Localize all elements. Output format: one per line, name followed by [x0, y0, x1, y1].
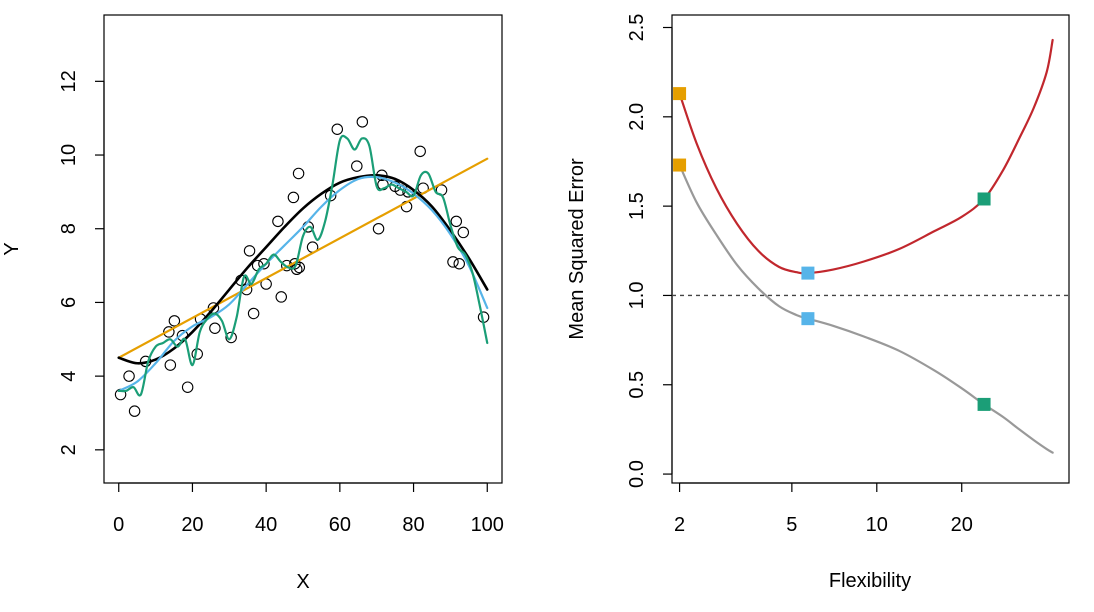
data-point — [123, 370, 135, 382]
linear-test-marker — [673, 87, 687, 101]
left-x-axis-label: X — [296, 571, 309, 593]
data-point — [164, 359, 177, 371]
test-mse-line — [678, 38, 1054, 275]
left-y-tick-label: 6 — [58, 297, 80, 308]
moderate-test-marker — [801, 266, 815, 280]
left-plot-frame — [103, 14, 503, 484]
right-y-tick-label: 2.0 — [626, 103, 648, 131]
data-point — [181, 381, 194, 393]
right-plot-frame — [671, 14, 1070, 484]
left-x-tick-label: 40 — [255, 514, 277, 536]
right-x-tick-label: 5 — [786, 514, 797, 536]
left-y-tick-label: 10 — [58, 144, 80, 166]
data-point — [292, 167, 305, 180]
left-axis-ticks: 0 20 40 60 80 100 2 4 6 8 10 12 — [58, 70, 504, 536]
data-point — [450, 215, 463, 228]
linear-fit-line — [117, 157, 489, 359]
left-y-tick-label: 12 — [58, 70, 80, 92]
left-panel-scatter: 0 20 40 60 80 100 2 4 6 8 10 12 X Y — [1, 14, 504, 593]
right-x-tick-label: 2 — [674, 514, 685, 536]
right-y-tick-label: 1.0 — [626, 282, 648, 310]
data-point — [281, 259, 293, 272]
left-fit-lines — [117, 134, 489, 397]
flexible-train-marker — [977, 397, 991, 411]
data-point — [356, 116, 369, 128]
linear-train-marker — [673, 158, 687, 172]
data-point — [372, 222, 385, 235]
right-x-axis-label: Flexibility — [829, 570, 911, 592]
right-y-tick-label: 1.5 — [626, 192, 648, 220]
data-point — [128, 405, 141, 417]
left-y-tick-label: 8 — [58, 223, 80, 234]
data-point — [225, 331, 237, 344]
data-point — [168, 315, 181, 327]
right-y-tick-label: 0.0 — [626, 460, 648, 488]
right-y-tick-label: 0.5 — [626, 371, 648, 399]
data-point — [247, 307, 260, 320]
true-function-line — [117, 173, 489, 365]
left-x-tick-label: 20 — [181, 514, 203, 536]
left-data-points — [114, 116, 490, 417]
right-y-tick-label: 2.5 — [626, 14, 648, 42]
data-point — [163, 326, 175, 338]
right-mse-markers — [673, 87, 991, 411]
right-mse-lines — [672, 38, 1069, 454]
smoothing-spline-moderate-line — [117, 175, 489, 392]
left-y-tick-label: 2 — [58, 444, 80, 455]
right-x-tick-label: 20 — [951, 514, 973, 536]
flexible-test-marker — [977, 192, 991, 206]
data-point — [331, 123, 344, 135]
right-x-tick-label: 10 — [866, 514, 888, 536]
data-point — [414, 145, 426, 158]
data-point — [287, 191, 300, 204]
data-point — [243, 245, 256, 257]
data-point — [351, 160, 363, 172]
left-x-tick-label: 60 — [329, 514, 351, 536]
left-y-axis-label: Y — [1, 242, 23, 255]
right-axis-ticks: 2 5 10 20 0.0 0.5 1.0 1.5 2.0 2.5 — [626, 14, 973, 536]
right-y-axis-label: Mean Squared Error — [566, 158, 588, 340]
left-x-tick-label: 100 — [471, 514, 504, 536]
data-point — [447, 256, 459, 268]
left-x-tick-label: 80 — [402, 514, 424, 536]
left-y-tick-label: 4 — [58, 371, 80, 382]
data-point — [275, 291, 288, 303]
data-point — [272, 215, 284, 228]
moderate-train-marker — [801, 312, 815, 326]
training-mse-line — [678, 163, 1054, 454]
right-panel-mse: 2 5 10 20 0.0 0.5 1.0 1.5 2.0 2.5 Flexibility Mea… — [566, 14, 1070, 592]
data-point — [453, 257, 465, 270]
smoothing-spline-flexible-line — [117, 134, 489, 397]
data-point — [209, 322, 221, 334]
data-point — [258, 257, 270, 270]
left-x-tick-label: 0 — [113, 514, 124, 536]
data-point — [457, 226, 470, 239]
